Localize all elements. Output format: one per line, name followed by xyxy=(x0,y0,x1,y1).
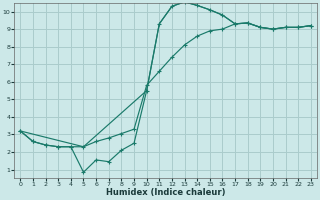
X-axis label: Humidex (Indice chaleur): Humidex (Indice chaleur) xyxy=(106,188,225,197)
